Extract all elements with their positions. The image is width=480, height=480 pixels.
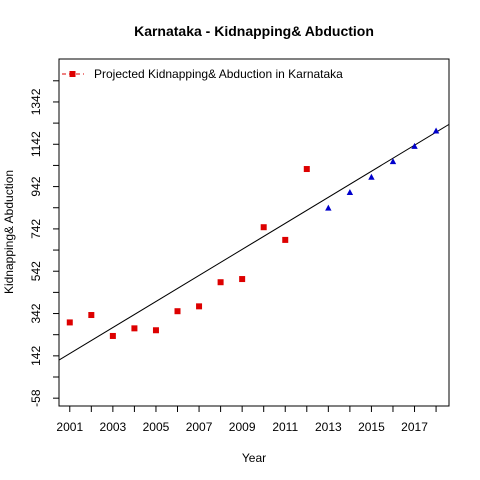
projected-point — [346, 189, 354, 196]
projected-point — [432, 127, 440, 134]
actual-point — [152, 327, 159, 334]
actual-point — [88, 312, 95, 319]
legend-label: Projected Kidnapping& Abduction in Karna… — [94, 67, 343, 81]
projected-point — [389, 158, 397, 165]
x-tick-label: 2001 — [56, 420, 83, 434]
legend: Projected Kidnapping& Abduction in Karna… — [62, 67, 343, 81]
x-tick-label: 2005 — [143, 420, 170, 434]
actual-point — [217, 279, 224, 286]
y-tick-label: 742 — [29, 219, 43, 239]
trend-line-group — [58, 123, 450, 361]
y-axis-label: Kidnapping& Abduction — [2, 170, 16, 294]
projected-point — [411, 142, 418, 149]
x-tick-label: 2011 — [272, 420, 298, 434]
x-tick-label: 2009 — [229, 420, 256, 434]
actual-point — [239, 276, 246, 283]
actual-point — [196, 303, 203, 310]
x-axis-label: Year — [242, 451, 266, 465]
x-tick-label: 2017 — [401, 420, 428, 434]
actual-point — [174, 308, 181, 315]
y-tick-label: -58 — [29, 389, 43, 407]
projected-point — [325, 204, 332, 211]
y-tick-label: 1342 — [29, 88, 43, 115]
projected-point — [368, 173, 375, 180]
plot-frame — [58, 58, 450, 407]
y-tick-label: 942 — [29, 176, 43, 196]
trend-line — [58, 123, 450, 361]
actual-point — [282, 236, 289, 243]
x-tick-label: 2013 — [315, 420, 342, 434]
y-tick-label: 142 — [29, 346, 43, 366]
chart-title: Karnataka - Kidnapping& Abduction — [134, 23, 374, 39]
y-tick-label: 1142 — [29, 131, 43, 157]
y-tick-label: 542 — [29, 261, 43, 281]
actual-point — [131, 325, 138, 332]
actual-point — [260, 224, 267, 231]
x-tick-label: 2015 — [358, 420, 385, 434]
x-tick-label: 2003 — [100, 420, 127, 434]
actual-point — [66, 319, 73, 326]
actual-point — [109, 332, 116, 339]
x-axis: 2001 2003 2005 2007 2009 2011 2013 2015 2017 — [56, 406, 437, 434]
actual-point — [303, 166, 310, 173]
y-tick-label: 342 — [29, 303, 43, 323]
legend-marker — [69, 71, 76, 77]
y-axis: -58 142 342 542 742 942 1142 1342 — [29, 80, 59, 407]
data-points — [66, 127, 440, 339]
x-tick-label: 2007 — [186, 420, 213, 434]
